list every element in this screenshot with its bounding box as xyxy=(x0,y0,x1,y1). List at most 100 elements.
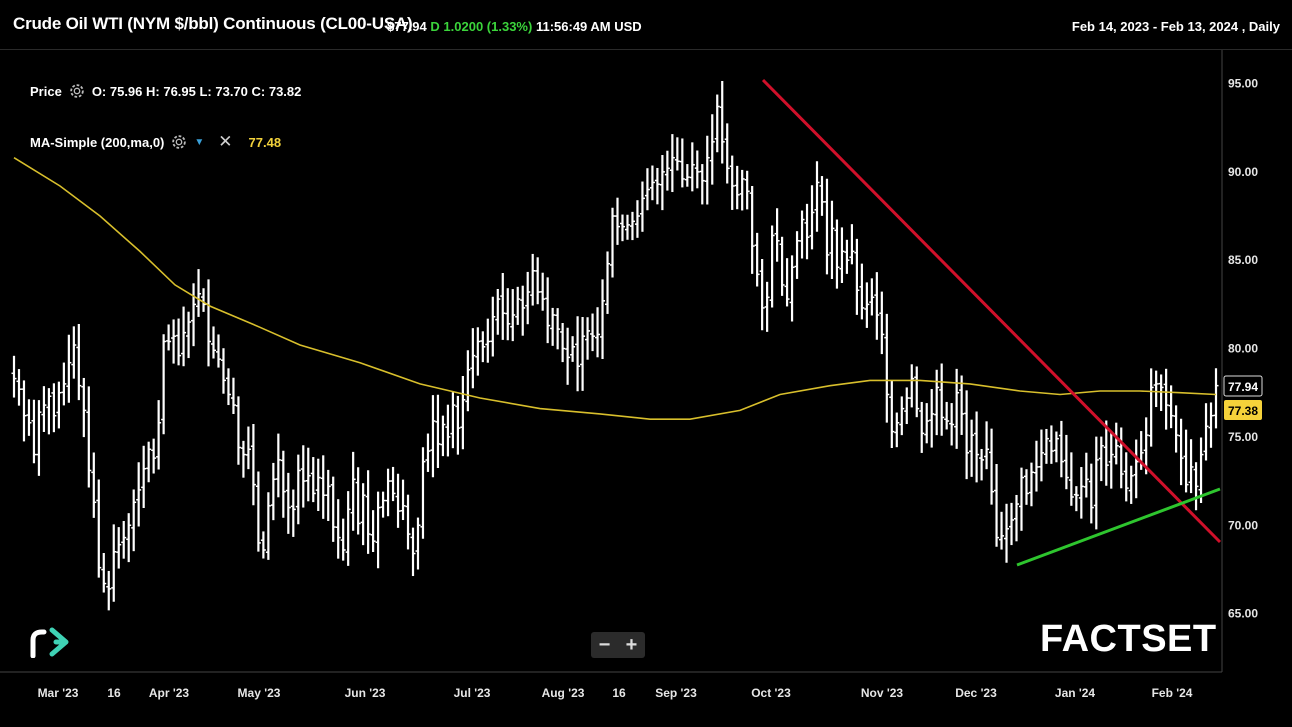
ohlc-bar xyxy=(575,316,581,392)
price-legend: Price O: 75.96 H: 76.95 L: 73.70 C: 73.8… xyxy=(30,82,301,100)
ohlc-bar xyxy=(869,278,875,316)
ohlc-bar xyxy=(425,433,431,472)
gear-icon[interactable] xyxy=(170,133,188,151)
ohlc-bar xyxy=(679,138,685,188)
y-tick-label: 95.00 xyxy=(1228,77,1258,91)
ohlc-bar xyxy=(370,510,376,553)
ohlc-bar xyxy=(629,211,635,241)
ohlc-bar xyxy=(420,447,426,539)
ohlc-bar xyxy=(1093,436,1099,530)
ohlc-bar xyxy=(555,308,561,350)
y-tick-label: 65.00 xyxy=(1228,607,1258,621)
ohlc-bar xyxy=(520,285,526,336)
ohlc-bar xyxy=(545,277,551,344)
ohlc-bar xyxy=(191,283,197,347)
ohlc-bar xyxy=(1088,463,1094,524)
ohlc-bar xyxy=(385,468,391,517)
ohlc-bar xyxy=(540,272,546,311)
ohlc-bar xyxy=(230,377,236,414)
ohlc-bar xyxy=(979,448,985,481)
zoom-in-button[interactable]: + xyxy=(625,634,638,656)
ma-legend-label: MA-Simple (200,ma,0) xyxy=(30,134,165,150)
ohlc-bar xyxy=(794,231,800,279)
ohlc-bar xyxy=(535,257,541,305)
resistance-trendline xyxy=(761,78,1222,544)
x-tick-label: Aug '23 xyxy=(542,686,585,700)
gear-icon[interactable] xyxy=(68,82,86,100)
ohlc-bar xyxy=(1033,440,1039,492)
ohlc-bar xyxy=(490,296,496,357)
ohlc-bar xyxy=(151,438,157,474)
ohlc-bar xyxy=(405,494,411,550)
ohlc-bar xyxy=(839,227,845,284)
ohlc-bar xyxy=(245,426,251,470)
ohlc-bar xyxy=(829,200,835,279)
ohlc-bar xyxy=(919,401,925,453)
ohlc-bar xyxy=(76,324,82,401)
ohlc-bar xyxy=(106,570,112,611)
ohlc-bar xyxy=(375,491,381,569)
ohlc-bar xyxy=(939,363,945,436)
ohlc-bar xyxy=(610,207,616,278)
ohlc-bar xyxy=(400,479,406,521)
ohlc-bar xyxy=(325,469,331,521)
close-icon[interactable]: ✕ xyxy=(218,132,233,151)
x-tick-label: Oct '23 xyxy=(751,686,791,700)
ohlc-bar xyxy=(435,394,441,469)
ohlc-bar xyxy=(285,472,291,534)
ohlc-bar xyxy=(475,327,481,376)
price-tag-text: 77.94 xyxy=(1228,380,1258,394)
ohlc-bar xyxy=(36,400,42,476)
ohlc-bar xyxy=(220,348,226,394)
ohlc-bar xyxy=(161,334,167,435)
x-tick-label: 16 xyxy=(107,686,121,700)
ohlc-bar xyxy=(136,462,142,527)
ohlc-bar xyxy=(1068,452,1074,506)
ohlc-bar xyxy=(146,441,152,483)
ohlc-bar xyxy=(989,428,995,505)
x-tick-label: Apr '23 xyxy=(149,686,190,700)
ohlc-bar xyxy=(924,403,930,444)
ma-legend: MA-Simple (200,ma,0) ▼ ✕ 77.48 xyxy=(30,132,281,152)
ohlc-bar xyxy=(674,137,680,171)
ohlc-bar xyxy=(1128,465,1134,504)
ohlc-bar xyxy=(335,499,341,559)
ohlc-bar xyxy=(176,318,182,366)
ohlc-bar xyxy=(964,390,970,480)
ohlc-bar xyxy=(26,399,32,436)
ohlc-bar xyxy=(819,176,825,216)
ohlc-bar xyxy=(390,466,396,502)
x-tick-label: May '23 xyxy=(238,686,281,700)
ohlc-bar xyxy=(729,155,735,210)
ohlc-bar xyxy=(290,489,296,537)
ohlc-bar xyxy=(934,369,940,436)
ma-value: 77.48 xyxy=(248,134,282,150)
ohlc-bar xyxy=(345,491,351,566)
ohlc-bar xyxy=(171,319,177,364)
ohlc-bar xyxy=(884,313,890,423)
ohlc-bar xyxy=(455,395,461,455)
ohlc-bar xyxy=(669,134,675,193)
zoom-out-button[interactable]: − xyxy=(598,634,611,656)
ohlc-bar xyxy=(515,286,521,325)
date-range[interactable]: Feb 14, 2023 - Feb 13, 2024 , Daily xyxy=(1071,19,1280,34)
ohlc-bar xyxy=(704,135,710,205)
ohlc-bar xyxy=(320,455,326,519)
chevron-down-icon[interactable]: ▼ xyxy=(194,136,205,148)
ohlc-bar xyxy=(500,273,506,340)
support-trendline xyxy=(1016,487,1221,567)
ohlc-bar xyxy=(1098,436,1104,482)
factset-logo: FACTSET xyxy=(1040,618,1217,660)
x-tick-label: Jul '23 xyxy=(454,686,491,700)
ohlc-bar xyxy=(131,489,137,552)
ohlc-bar xyxy=(86,386,92,488)
ohlc-bar xyxy=(984,421,990,470)
ma-tag-text: 77.38 xyxy=(1228,404,1258,418)
ohlc-bar xyxy=(1213,368,1219,429)
ohlc-bar xyxy=(999,511,1005,550)
ohlc-bar xyxy=(1018,467,1024,531)
last-price: $77.94 xyxy=(387,19,427,34)
ohlc-bar xyxy=(779,236,785,296)
ohlc-bar xyxy=(410,527,416,577)
